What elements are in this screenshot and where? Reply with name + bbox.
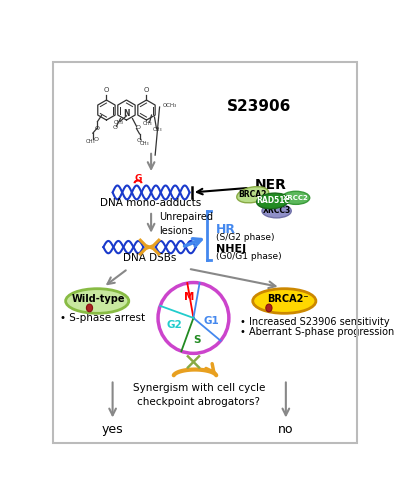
- Text: no: no: [278, 423, 294, 436]
- Text: O: O: [137, 138, 142, 143]
- Text: NHEJ: NHEJ: [216, 244, 246, 254]
- Ellipse shape: [257, 193, 289, 208]
- Text: O: O: [104, 88, 109, 94]
- Text: OCH₃: OCH₃: [163, 103, 177, 108]
- Ellipse shape: [86, 304, 92, 312]
- Ellipse shape: [282, 192, 310, 204]
- Text: BRCA2: BRCA2: [238, 190, 267, 199]
- Text: DNA mono-adducts: DNA mono-adducts: [100, 198, 202, 208]
- Text: XRCC2: XRCC2: [283, 195, 309, 201]
- Ellipse shape: [237, 186, 269, 203]
- Text: HR: HR: [216, 223, 236, 236]
- Ellipse shape: [266, 304, 272, 312]
- Text: • Increased S23906 sensitivity: • Increased S23906 sensitivity: [240, 317, 389, 327]
- Text: CH₃: CH₃: [114, 120, 124, 124]
- Text: N: N: [123, 109, 130, 118]
- Text: Unrepaired
lesions: Unrepaired lesions: [159, 212, 213, 236]
- Text: S23906: S23906: [227, 98, 291, 114]
- Text: DNA DSBs: DNA DSBs: [123, 253, 176, 263]
- Text: NER: NER: [254, 178, 286, 192]
- Text: O: O: [93, 137, 98, 142]
- Text: G1: G1: [203, 316, 219, 326]
- Text: S: S: [193, 335, 201, 345]
- Text: Synergism with cell cycle
checkpoint abrogators?: Synergism with cell cycle checkpoint abr…: [133, 383, 265, 407]
- Text: (S/G2 phase): (S/G2 phase): [216, 234, 274, 242]
- Text: CH₃: CH₃: [143, 120, 153, 126]
- Text: O: O: [95, 126, 100, 131]
- Text: • Aberrant S-phase progression: • Aberrant S-phase progression: [240, 327, 394, 337]
- Text: M: M: [184, 292, 194, 302]
- Text: yes: yes: [102, 423, 124, 436]
- Ellipse shape: [66, 288, 129, 314]
- Ellipse shape: [262, 204, 291, 218]
- Text: CH₃: CH₃: [139, 142, 149, 146]
- Text: G2: G2: [166, 320, 182, 330]
- Text: RAD51c: RAD51c: [256, 196, 289, 205]
- Text: Wild-type: Wild-type: [72, 294, 126, 304]
- Text: O: O: [144, 88, 149, 94]
- Text: CH₃: CH₃: [86, 139, 95, 144]
- Text: O: O: [112, 124, 118, 130]
- Text: CH₃: CH₃: [152, 127, 162, 132]
- Text: (G0/G1 phase): (G0/G1 phase): [216, 252, 282, 261]
- Ellipse shape: [253, 288, 316, 314]
- Text: BRCA2⁻: BRCA2⁻: [268, 294, 309, 304]
- Text: ✕: ✕: [183, 352, 204, 376]
- Text: G: G: [134, 174, 142, 183]
- Text: XRCC3: XRCC3: [262, 206, 291, 216]
- Text: • S-phase arrest: • S-phase arrest: [60, 313, 145, 323]
- Text: O: O: [136, 124, 140, 130]
